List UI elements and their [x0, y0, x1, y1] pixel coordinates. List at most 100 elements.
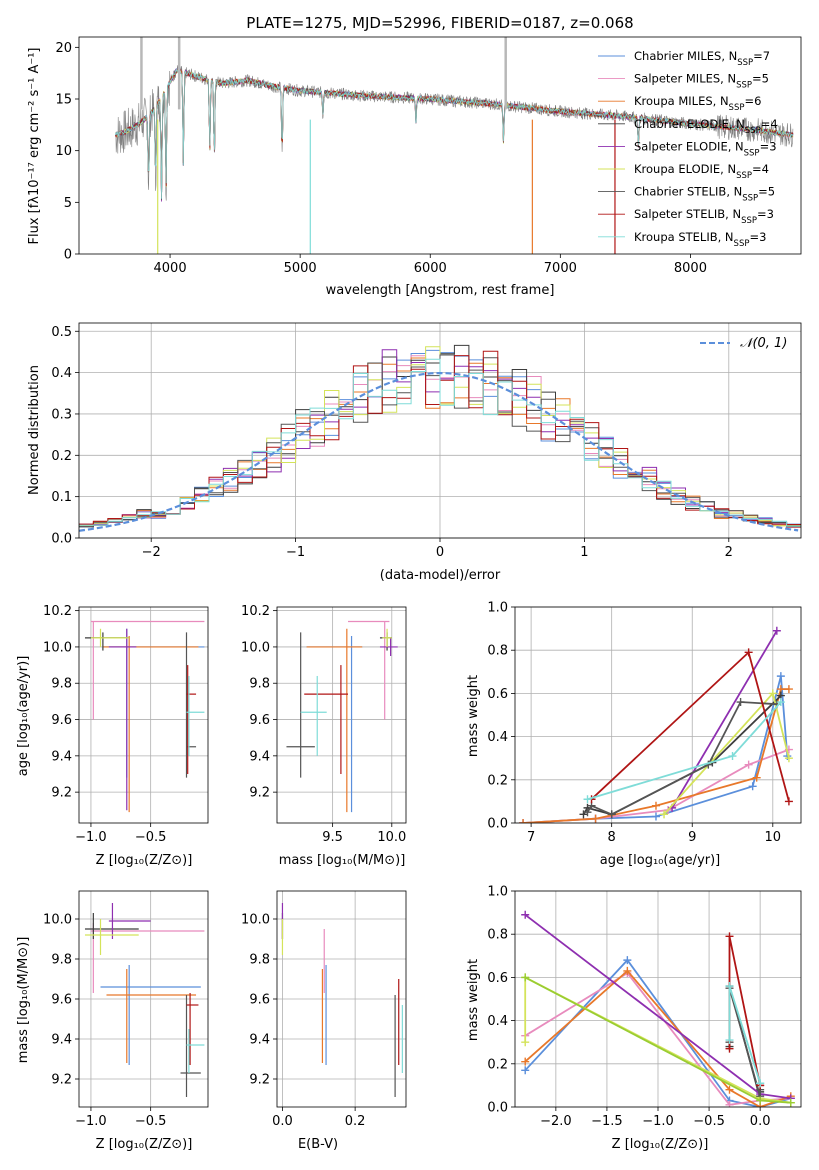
plus-marker	[521, 973, 530, 982]
y-tick-label: 0.3	[51, 407, 72, 422]
errorbar-point	[286, 632, 315, 778]
plus-marker	[607, 810, 616, 819]
plus-marker	[744, 760, 753, 769]
residuals-ticks: −2 −1 0 1 2 0.0 0.1 0.2 0.3 0.4 0.5	[51, 325, 733, 560]
model-spectrum-7	[115, 67, 794, 197]
legend-value: =6	[744, 94, 761, 108]
legend-subscript: SSP	[742, 194, 758, 204]
mass-vs-z-ylabel: mass [log₁₀(M/M⊙)]	[16, 937, 31, 1064]
legend-subscript: SSP	[744, 148, 760, 158]
age-vs-mass-xlabel: mass [log₁₀(M/M⊙)]	[279, 853, 406, 868]
mass-weight-vs-z-ylabel: mass weight	[466, 959, 481, 1041]
mass-weight-line-6	[728, 987, 761, 1097]
y-tick-label: 9.8	[249, 677, 270, 692]
mass_vs_Z-marks	[84, 903, 205, 1097]
age_vs_mass-marks	[286, 620, 398, 813]
model-spectrum-3	[115, 68, 794, 200]
y-tick-label: 10.0	[241, 640, 270, 655]
mass-weight-line-8	[728, 985, 761, 1084]
legend-subscript: SSP	[737, 58, 753, 68]
mass-weight-vs-z-plot-area: −2.0 −1.5 −1.0 −0.5 0.0 0.0 0.2 0.4 0.6 0.8 1.0	[487, 885, 802, 1129]
mass-weight-vs-age-panel: 7 8 9 10 0.0 0.2 0.4 0.6 0.8 1.0 age [log₁₀(age/y…	[466, 601, 802, 868]
mass-weight-line-4	[671, 630, 778, 809]
residuals-panel: −2 −1 0 1 2 0.0 0.1 0.2 0.3 0.4 0.5 (data-model)/e…	[27, 322, 802, 583]
plus-marker	[784, 797, 793, 806]
age_vs_mass-frame	[276, 606, 407, 824]
y-tick-label: 9.2	[249, 1073, 270, 1088]
y-tick-label: 9.4	[51, 1033, 72, 1048]
plus-marker	[725, 1100, 734, 1107]
y-tick-label: 9.8	[51, 953, 72, 968]
plus-marker	[728, 752, 737, 761]
errorbar-point	[100, 965, 201, 1065]
mass_weight_vs_age-frame	[514, 606, 802, 824]
mass-vs-z-panel: −1.0 −0.5 9.2 9.4 9.6 9.8 10.0 Z [log₁₀(Z/Z⊙)]…	[16, 890, 209, 1152]
x-tick-label: 1	[580, 545, 588, 560]
plus-marker	[623, 956, 632, 965]
legend-subscript: SSP	[734, 239, 750, 249]
mass-weight-vs-age-plot-area: 7 8 9 10 0.0 0.2 0.4 0.6 0.8 1.0	[487, 601, 802, 845]
y-tick-label: 15	[55, 93, 72, 108]
errorbar-point	[108, 628, 137, 811]
age_vs_Z-frame	[78, 606, 209, 824]
errorbar-point	[180, 995, 201, 1097]
x-tick-label: 0	[436, 545, 444, 560]
x-tick-label: 0.2	[345, 1114, 366, 1129]
plus-marker	[784, 685, 793, 694]
age-vs-z-ylabel: age [log₁₀(age/yr)]	[16, 656, 31, 777]
y-tick-label: 9.2	[249, 786, 270, 801]
y-tick-label: 9.4	[249, 749, 270, 764]
age_vs_mass-ticks: 9.5 10.0 9.2 9.4 9.6 9.8 10.0 10.2	[241, 604, 406, 845]
plus-marker	[776, 672, 785, 681]
mass-vs-ebv-plot-area: 0.0 0.2 9.2 9.4 9.6 9.8 10.0	[241, 890, 407, 1129]
y-tick-label: 0.4	[487, 730, 508, 745]
x-tick-label: 10.0	[377, 830, 406, 845]
legend-value: =3	[757, 207, 774, 221]
y-tick-label: 1.0	[487, 885, 508, 900]
legend-label: Chabrier MILES, NSSP=7	[634, 49, 770, 68]
errorbar-point	[108, 903, 151, 939]
legend-label: Kroupa MILES, NSSP=6	[634, 94, 761, 113]
y-tick-label: 10.2	[43, 604, 72, 619]
y-tick-label: 0.4	[51, 366, 72, 381]
y-tick-label: 0.6	[487, 971, 508, 986]
x-tick-label: −2	[142, 545, 161, 560]
errorbar-point	[186, 665, 197, 774]
y-tick-label: 10.0	[43, 640, 72, 655]
y-tick-label: 0.0	[487, 1101, 508, 1116]
y-tick-label: 9.6	[51, 713, 72, 728]
plus-marker	[591, 814, 600, 823]
legend-value: =4	[752, 162, 769, 176]
residuals-xlabel: (data-model)/error	[380, 568, 501, 583]
residuals-legend-label: 𝒩(0, 1)	[740, 336, 787, 351]
errorbar-point	[348, 620, 390, 720]
y-tick-label: 10.0	[241, 913, 270, 928]
y-tick-label: 0.0	[51, 532, 72, 547]
errorbar-point	[304, 665, 349, 774]
histogram-step-8	[79, 358, 801, 527]
legend-subscript: SSP	[729, 103, 745, 113]
mass_vs_ebv-marks	[281, 903, 403, 1097]
plus-marker	[725, 1036, 734, 1045]
mass-weight-vs-z-xlabel: Z [log₁₀(Z/Z⊙)]	[612, 1137, 709, 1152]
x-tick-label: −1.0	[75, 1114, 107, 1129]
errorbar-point	[382, 628, 392, 647]
x-tick-label: 7000	[544, 261, 577, 276]
age_vs_Z-marks	[84, 620, 205, 813]
y-tick-label: 10.2	[241, 604, 270, 619]
plus-marker	[725, 1085, 734, 1094]
x-tick-label: 9.5	[322, 830, 343, 845]
x-tick-label: 0.0	[272, 1114, 293, 1129]
plus-marker	[756, 1079, 765, 1088]
y-tick-label: 0.2	[51, 449, 72, 464]
x-tick-label: 4000	[154, 261, 187, 276]
legend-value: =5	[752, 72, 769, 86]
mass_vs_Z-ticks: −1.0 −0.5 9.2 9.4 9.6 9.8 10.0	[43, 913, 166, 1130]
x-tick-label: −1.0	[642, 1114, 674, 1129]
plus-marker	[725, 982, 734, 991]
x-tick-label: 5000	[284, 261, 317, 276]
mass-weight-vs-age-xlabel: age [log₁₀(age/yr)]	[600, 853, 721, 868]
spectrum-xlabel: wavelength [Angstrom, rest frame]	[326, 283, 555, 298]
errorbar-point	[306, 636, 363, 813]
plus-marker	[752, 773, 761, 782]
